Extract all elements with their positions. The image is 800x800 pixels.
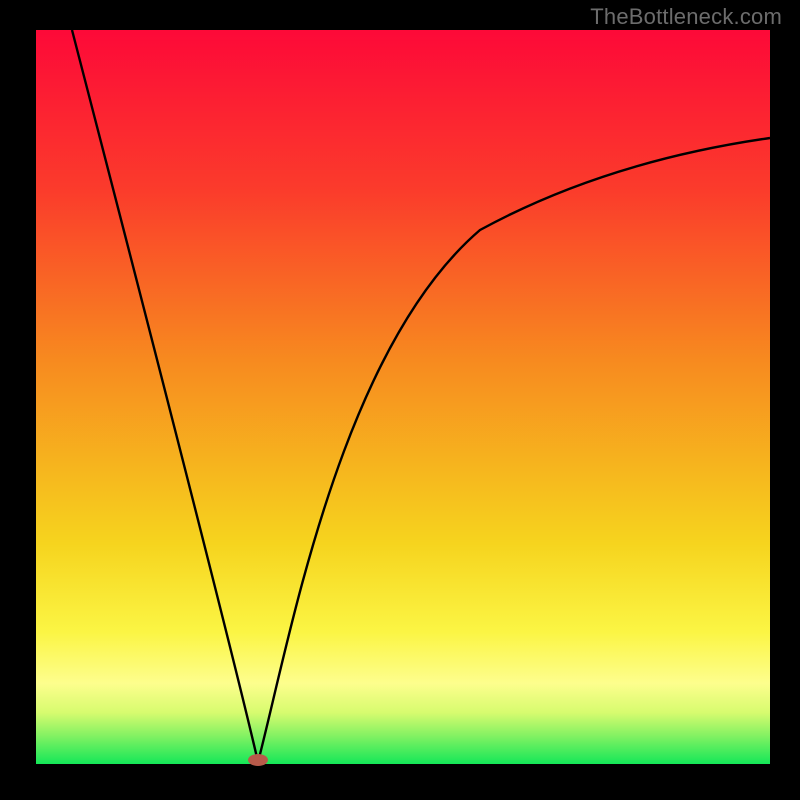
chart-frame: TheBottleneck.com: [0, 0, 800, 800]
watermark-text: TheBottleneck.com: [590, 4, 782, 30]
vertex-marker: [248, 754, 268, 766]
bottleneck-curve: [72, 30, 770, 762]
curve-overlay: [0, 0, 800, 800]
